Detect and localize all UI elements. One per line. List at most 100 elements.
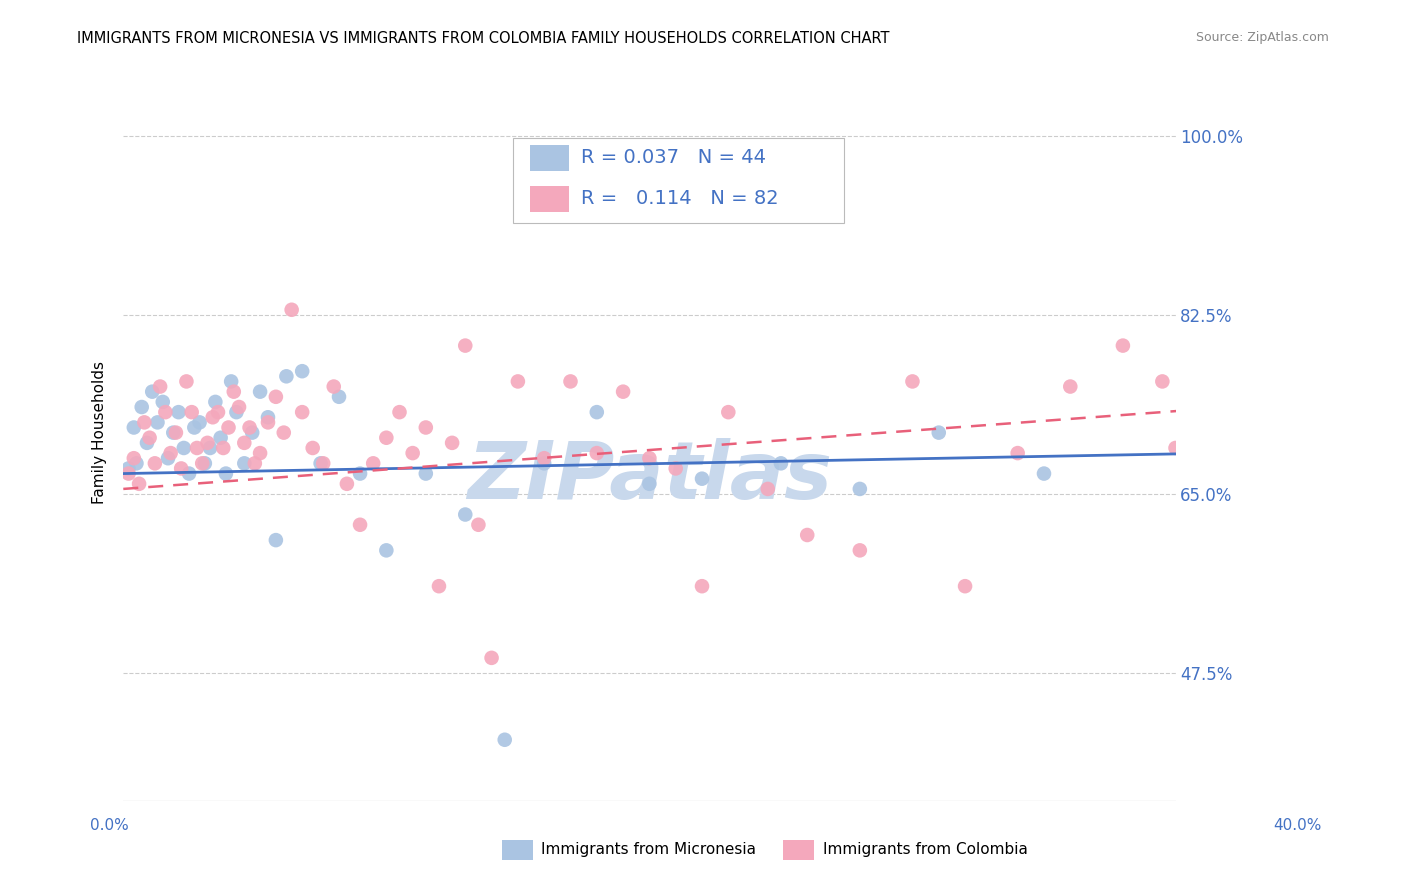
Point (249, 446, 271, 460)
Point (415, 467, 437, 481)
Point (117, 467, 139, 481)
Point (415, 420, 437, 434)
Point (186, 441, 208, 455)
Point (349, 517, 371, 532)
Point (291, 364, 314, 378)
Point (560, 375, 582, 389)
Point (612, 384, 634, 399)
Point (162, 425, 184, 440)
Point (170, 461, 193, 475)
Point (222, 384, 245, 399)
Point (1112, 338, 1135, 352)
Point (177, 467, 200, 481)
Point (901, 375, 924, 389)
Point (146, 416, 169, 430)
Point (1282, 298, 1305, 312)
Point (207, 405, 229, 419)
Point (441, 435, 464, 450)
Point (136, 435, 159, 450)
Point (690, 472, 713, 486)
Point (228, 400, 250, 414)
Text: Source: ZipAtlas.com: Source: ZipAtlas.com (1195, 31, 1329, 45)
Point (322, 379, 344, 393)
Point (264, 533, 287, 548)
Point (212, 441, 235, 455)
Text: 0.0%: 0.0% (90, 818, 129, 832)
Point (494, 732, 516, 747)
Point (183, 420, 205, 434)
Point (1007, 446, 1029, 460)
Point (225, 405, 247, 419)
Point (149, 379, 172, 393)
Point (134, 416, 156, 430)
Text: ZIPatlas: ZIPatlas (467, 438, 832, 516)
Point (138, 431, 160, 445)
Point (122, 451, 145, 466)
Point (849, 543, 872, 558)
Point (375, 431, 398, 445)
Point (264, 390, 287, 404)
Point (194, 456, 217, 470)
Point (585, 405, 607, 419)
Point (176, 375, 198, 389)
Point (928, 425, 950, 440)
Point (152, 395, 174, 409)
Point (159, 446, 181, 460)
Point (233, 456, 256, 470)
Point (481, 651, 503, 665)
Point (1400, 359, 1406, 373)
Point (276, 369, 298, 384)
Point (240, 425, 263, 440)
Point (180, 405, 202, 419)
Point (197, 435, 219, 450)
Point (157, 451, 180, 466)
Point (585, 446, 607, 460)
Point (1152, 375, 1174, 389)
Point (312, 456, 335, 470)
Point (143, 456, 166, 470)
Point (257, 416, 280, 430)
Point (361, 456, 384, 470)
Text: Immigrants from Micronesia: Immigrants from Micronesia (541, 842, 756, 856)
Point (336, 476, 359, 491)
Point (349, 467, 371, 481)
Point (1033, 467, 1056, 481)
Text: Immigrants from Colombia: Immigrants from Colombia (823, 842, 1028, 856)
Point (188, 416, 211, 430)
Point (191, 456, 214, 470)
Point (204, 395, 226, 409)
Point (756, 482, 779, 496)
Point (665, 461, 688, 475)
Point (638, 451, 661, 466)
Point (388, 405, 411, 419)
Point (401, 446, 423, 460)
Point (249, 384, 271, 399)
Point (427, 579, 450, 593)
Text: R =   0.114   N = 82: R = 0.114 N = 82 (581, 189, 779, 209)
Point (201, 410, 224, 425)
Point (769, 456, 792, 470)
Point (717, 405, 740, 419)
Point (215, 467, 238, 481)
Point (125, 456, 148, 470)
Point (506, 375, 529, 389)
Point (638, 476, 661, 491)
Point (1322, 369, 1344, 384)
Text: R = 0.037   N = 44: R = 0.037 N = 44 (581, 148, 766, 168)
Point (273, 425, 295, 440)
Point (165, 425, 187, 440)
Point (291, 405, 314, 419)
Point (167, 405, 190, 419)
Point (1361, 446, 1384, 460)
Point (690, 579, 713, 593)
Point (953, 579, 976, 593)
Point (467, 517, 489, 532)
Point (233, 435, 256, 450)
Point (533, 451, 555, 466)
Point (141, 384, 163, 399)
Point (173, 441, 195, 455)
Point (218, 420, 240, 434)
Point (117, 461, 139, 475)
Point (796, 528, 818, 542)
Point (309, 456, 332, 470)
